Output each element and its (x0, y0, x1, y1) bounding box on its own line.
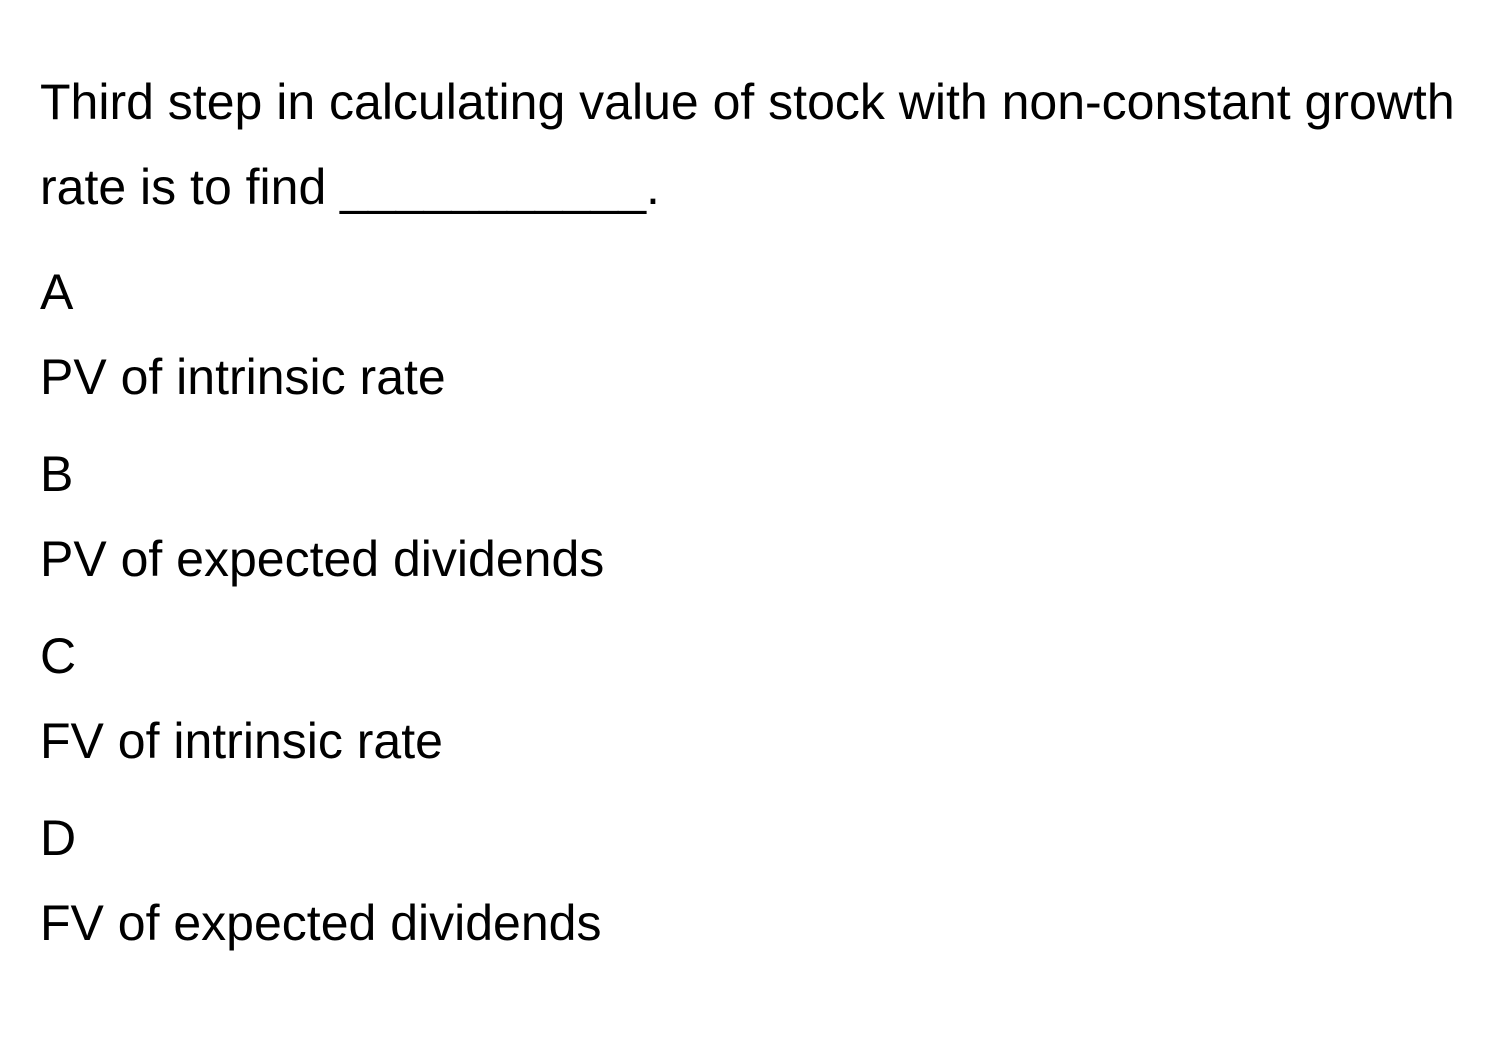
question-page: Third step in calculating value of stock… (0, 0, 1500, 1040)
choice-text-c: FV of intrinsic rate (40, 699, 1460, 784)
choice-text-a: PV of intrinsic rate (40, 335, 1460, 420)
choice-letter-b: B (40, 432, 1460, 517)
choice-letter-c: C (40, 614, 1460, 699)
question-text: Third step in calculating value of stock… (40, 60, 1460, 230)
choice-text-b: PV of expected dividends (40, 517, 1460, 602)
choice-text-d: FV of expected dividends (40, 881, 1460, 966)
choice-letter-d: D (40, 796, 1460, 881)
choice-letter-a: A (40, 250, 1460, 335)
